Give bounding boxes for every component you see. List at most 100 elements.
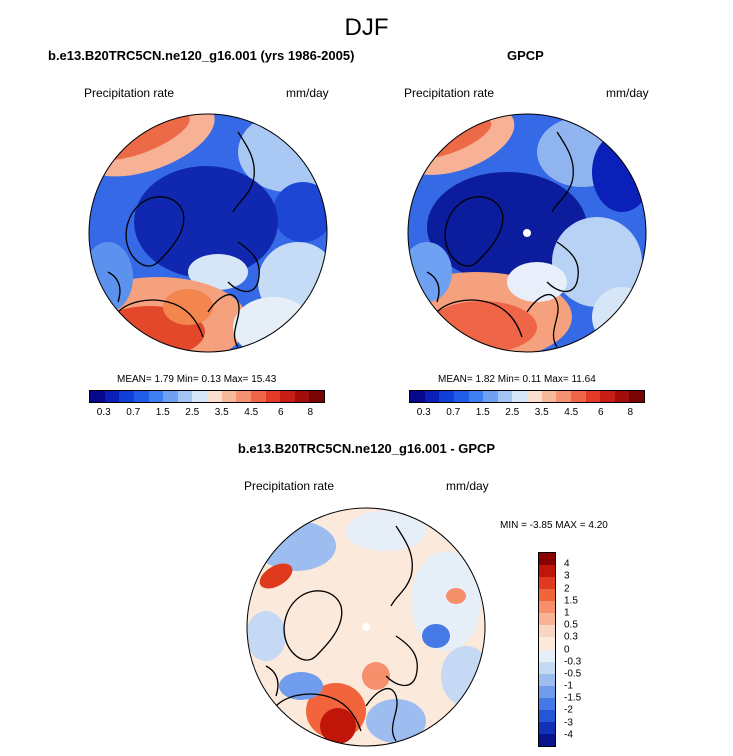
left-colorbar-tick-label: 1.5 xyxy=(155,407,170,418)
diff-colorbar-tick-label: 0.3 xyxy=(564,631,578,643)
diff-colorbar-tick-label: -3 xyxy=(564,717,573,729)
right-colorbar-swatch xyxy=(424,391,440,402)
diff-colorbar-tick-label: 2 xyxy=(564,583,570,595)
right-colorbar xyxy=(409,390,645,403)
diff-colorbar-tick-label: 1.5 xyxy=(564,595,578,607)
right-units-label: mm/day xyxy=(606,86,649,100)
right-colorbar-labels: 0.3 0.7 1.5 2.5 3.5 4.5 6 8 xyxy=(409,407,645,419)
left-colorbar-swatch xyxy=(192,391,207,402)
right-colorbar-swatch xyxy=(468,391,484,402)
left-colorbar-swatch xyxy=(265,391,281,402)
left-stats: MEAN= 1.79 Min= 0.13 Max= 15.43 xyxy=(117,374,277,385)
diff-units-label: mm/day xyxy=(446,479,489,493)
diff-colorbar-tick-label: -1.5 xyxy=(564,692,582,704)
diff-colorbar-swatch xyxy=(539,601,555,614)
left-colorbar-labels: 0.3 0.7 1.5 2.5 3.5 4.5 6 8 xyxy=(89,407,325,419)
right-colorbar-tick-label: 8 xyxy=(627,407,634,418)
right-colorbar-tick-label: 6 xyxy=(597,407,604,418)
diff-colorbar-swatch xyxy=(539,565,555,578)
diff-colorbar-swatch xyxy=(539,733,555,746)
diff-colorbar-tick-label: -0.5 xyxy=(564,668,582,680)
diff-colorbar-swatch xyxy=(539,553,555,566)
diff-colorbar-tick-label: -1 xyxy=(564,680,573,692)
diff-colorbar-swatch xyxy=(539,625,555,638)
right-panel-title: GPCP xyxy=(507,48,544,63)
left-variable-label: Precipitation rate xyxy=(84,86,175,100)
right-colorbar-swatch xyxy=(410,391,425,402)
right-colorbar-swatch xyxy=(439,391,454,402)
left-colorbar-swatch xyxy=(104,391,120,402)
left-colorbar xyxy=(89,390,325,403)
diff-polar-map xyxy=(246,507,486,747)
left-polar-map xyxy=(88,113,328,353)
right-colorbar-swatch xyxy=(541,391,557,402)
right-colorbar-tick-label: 1.5 xyxy=(475,407,490,418)
right-colorbar-swatch xyxy=(483,391,498,402)
right-colorbar-swatch xyxy=(497,391,513,402)
diff-colorbar-swatch xyxy=(539,685,555,698)
diff-panel-title: b.e13.B20TRC5CN.ne120_g16.001 - GPCP xyxy=(237,441,496,456)
left-colorbar-swatch xyxy=(280,391,295,402)
diff-colorbar-tick-label: -4 xyxy=(564,729,573,741)
diff-colorbar-swatch xyxy=(539,589,555,602)
right-colorbar-swatch xyxy=(527,391,542,402)
right-colorbar-tick-label: 0.7 xyxy=(446,407,461,418)
right-stats: MEAN= 1.82 Min= 0.11 Max= 11.64 xyxy=(438,374,596,385)
left-colorbar-swatch xyxy=(133,391,149,402)
left-colorbar-swatch xyxy=(236,391,251,402)
diff-colorbar-swatch xyxy=(539,577,555,590)
left-colorbar-tick-label: 2.5 xyxy=(185,407,200,418)
diff-colorbar-swatch xyxy=(539,673,555,686)
right-colorbar-swatch xyxy=(629,391,644,402)
diff-colorbar-tick-label: 1 xyxy=(564,607,570,619)
left-colorbar-swatch xyxy=(207,391,222,402)
left-colorbar-swatch xyxy=(309,391,324,402)
diff-colorbar-swatch xyxy=(539,697,555,710)
diff-variable-label: Precipitation rate xyxy=(244,479,335,493)
diff-stats: MIN = -3.85 MAX = 4.20 xyxy=(500,520,608,531)
left-colorbar-tick-label: 0.3 xyxy=(96,407,111,418)
diff-colorbar-tick-label: 0 xyxy=(564,644,570,655)
right-colorbar-swatch xyxy=(512,391,527,402)
diff-colorbar-swatch xyxy=(539,709,555,722)
figure-title: DJF xyxy=(344,14,389,41)
left-colorbar-tick-label: 0.7 xyxy=(126,407,141,418)
diff-colorbar-tick-label: 0.5 xyxy=(564,619,578,631)
right-colorbar-swatch xyxy=(585,391,601,402)
left-colorbar-swatch xyxy=(90,391,105,402)
diff-colorbar xyxy=(538,552,556,747)
diff-colorbar-swatch xyxy=(539,637,555,650)
right-colorbar-tick-label: 4.5 xyxy=(564,407,579,418)
left-colorbar-swatch xyxy=(250,391,266,402)
right-colorbar-swatch xyxy=(600,391,615,402)
diff-colorbar-tick-label: -0.3 xyxy=(564,656,582,668)
left-units-label: mm/day xyxy=(286,86,329,100)
diff-colorbar-tick-label: 3 xyxy=(564,570,570,582)
right-colorbar-tick-label: 3.5 xyxy=(534,407,549,418)
diff-colorbar-tick-label: 4 xyxy=(564,558,570,570)
diff-colorbar-tick-label: -2 xyxy=(564,704,573,716)
right-variable-label: Precipitation rate xyxy=(404,86,495,100)
left-colorbar-swatch xyxy=(119,391,134,402)
right-colorbar-swatch xyxy=(614,391,630,402)
left-colorbar-tick-label: 4.5 xyxy=(244,407,259,418)
diff-colorbar-swatch xyxy=(539,613,555,626)
right-colorbar-tick-label: 2.5 xyxy=(505,407,520,418)
left-colorbar-swatch xyxy=(177,391,193,402)
left-colorbar-tick-label: 8 xyxy=(307,407,314,418)
diff-colorbar-swatch xyxy=(539,661,555,674)
left-colorbar-swatch xyxy=(294,391,310,402)
left-colorbar-tick-label: 6 xyxy=(277,407,284,418)
right-colorbar-swatch xyxy=(556,391,571,402)
left-panel-title: b.e13.B20TRC5CN.ne120_g16.001 (yrs 1986-… xyxy=(48,48,355,63)
right-colorbar-swatch xyxy=(453,391,469,402)
right-polar-map xyxy=(407,113,647,353)
diff-colorbar-swatch xyxy=(539,649,555,662)
left-colorbar-tick-label: 3.5 xyxy=(214,407,229,418)
left-colorbar-swatch xyxy=(221,391,237,402)
right-colorbar-tick-label: 0.3 xyxy=(416,407,431,418)
right-colorbar-swatch xyxy=(570,391,586,402)
left-colorbar-swatch xyxy=(148,391,164,402)
left-colorbar-swatch xyxy=(163,391,178,402)
diff-colorbar-swatch xyxy=(539,721,555,734)
